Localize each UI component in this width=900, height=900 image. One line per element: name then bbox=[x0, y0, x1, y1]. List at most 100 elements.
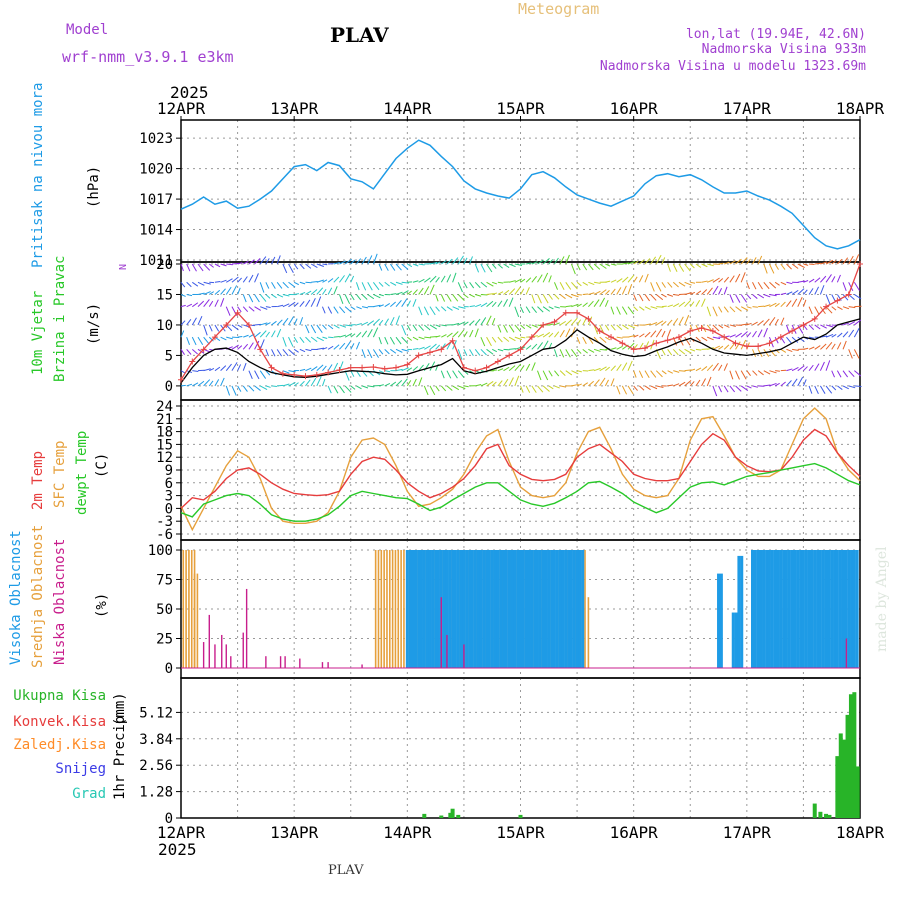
precip-bar bbox=[456, 814, 461, 818]
wind-barb bbox=[712, 285, 719, 295]
wind-barb bbox=[571, 281, 578, 290]
wind-barb bbox=[644, 258, 651, 265]
high-cloud-bar bbox=[538, 550, 542, 668]
wind-barb bbox=[299, 263, 305, 270]
wind-barb bbox=[684, 380, 692, 387]
wind-barb bbox=[797, 336, 805, 343]
wind-barb bbox=[820, 324, 827, 329]
wind-barb bbox=[497, 368, 504, 372]
wind-barb bbox=[192, 382, 199, 387]
wind-barb bbox=[305, 290, 312, 295]
wind-gust-marker bbox=[834, 297, 841, 304]
wind-barb bbox=[633, 370, 637, 378]
wind-barb bbox=[316, 279, 325, 283]
wind-barb bbox=[423, 286, 430, 295]
wind-barb bbox=[514, 375, 520, 387]
wind-barb bbox=[825, 294, 831, 305]
wind-barb bbox=[316, 296, 322, 307]
wind-barb bbox=[305, 336, 311, 343]
wind-barb bbox=[180, 263, 184, 272]
wind-gust-marker bbox=[336, 367, 343, 374]
wind-barb bbox=[735, 273, 741, 283]
wind-barb bbox=[752, 321, 758, 326]
high-cloud-bar bbox=[513, 550, 517, 668]
wind-barb bbox=[254, 340, 260, 350]
wind-barb bbox=[208, 380, 214, 387]
wind-barb bbox=[803, 289, 808, 295]
wind-barb bbox=[440, 275, 446, 283]
wind-barb bbox=[814, 277, 821, 283]
wind-barb bbox=[661, 330, 666, 338]
wind-barb bbox=[452, 331, 459, 338]
wind-barb bbox=[723, 324, 730, 328]
wind-barb bbox=[769, 263, 775, 274]
high-cloud-bar bbox=[753, 550, 757, 668]
wind-barb bbox=[226, 278, 233, 283]
wind-barb bbox=[571, 303, 579, 308]
precip-bar bbox=[824, 813, 829, 818]
wind-barb bbox=[384, 382, 391, 387]
elevation-text: Nadmorska Visina 933m bbox=[702, 42, 867, 57]
temp2m-ylabel: 2m Temp bbox=[30, 451, 46, 510]
wind-barb bbox=[299, 291, 306, 295]
wind-barb bbox=[604, 379, 609, 387]
wind-barb bbox=[378, 336, 382, 345]
wind-barb bbox=[661, 320, 667, 326]
temp-unit: (C) bbox=[94, 453, 110, 478]
wind-barb bbox=[316, 263, 325, 267]
high-cloud-bar bbox=[852, 550, 856, 668]
wind-barb bbox=[209, 291, 215, 295]
wind-barb bbox=[757, 255, 763, 265]
wind-barb bbox=[842, 257, 849, 265]
wind-barb bbox=[469, 256, 473, 265]
wind-barb bbox=[599, 297, 606, 307]
y-tick-label: 0 bbox=[165, 811, 173, 827]
wind-barb bbox=[752, 306, 758, 308]
wind-barb bbox=[412, 280, 419, 283]
wind-barb bbox=[548, 306, 554, 310]
high-cloud-bar bbox=[408, 550, 412, 668]
high-cloud-bar bbox=[810, 550, 814, 668]
high-cloud-bar bbox=[504, 550, 508, 668]
sfctemp-ylabel: SFC Temp bbox=[52, 441, 68, 508]
wind-barb bbox=[757, 370, 764, 376]
wind-barb bbox=[389, 316, 395, 326]
wind-gust-marker bbox=[178, 376, 184, 383]
wind-barb bbox=[633, 294, 637, 302]
high-cloud-bar bbox=[855, 550, 859, 668]
high-cloud-bar bbox=[844, 550, 848, 668]
y-tick-label: -6 bbox=[156, 527, 173, 543]
wind-barb bbox=[542, 385, 550, 392]
wind-barb bbox=[622, 262, 630, 265]
wind-barb bbox=[593, 281, 601, 284]
wind-barb bbox=[627, 342, 635, 350]
wind-barb bbox=[395, 348, 403, 353]
wind-barb bbox=[531, 324, 538, 328]
wind-barb bbox=[372, 253, 378, 265]
wind-barb bbox=[508, 288, 516, 295]
wind-barb bbox=[655, 328, 662, 338]
wind-barb bbox=[627, 360, 633, 371]
wind-barb bbox=[554, 370, 560, 377]
wind-barb bbox=[525, 324, 532, 329]
wind-barb bbox=[831, 276, 836, 283]
wind-barb bbox=[514, 363, 522, 371]
wind-barb bbox=[418, 346, 425, 350]
wind-barb bbox=[452, 306, 460, 310]
wind-barb bbox=[237, 385, 242, 392]
wind-barb bbox=[282, 317, 289, 326]
wind-barb bbox=[446, 385, 453, 391]
wind-barb bbox=[271, 385, 277, 388]
wind-barb bbox=[192, 281, 199, 287]
wind-barb bbox=[327, 385, 332, 394]
wind-barb bbox=[655, 370, 663, 378]
wind-barb bbox=[395, 380, 403, 387]
wind-barb bbox=[486, 348, 494, 355]
wind-barb bbox=[497, 348, 504, 352]
wind-barb bbox=[644, 385, 651, 391]
wind-barb bbox=[701, 366, 708, 372]
wind-barb bbox=[616, 385, 621, 395]
wind-barb bbox=[746, 332, 752, 338]
wind-barb bbox=[361, 256, 367, 265]
wind-barb bbox=[344, 370, 350, 381]
